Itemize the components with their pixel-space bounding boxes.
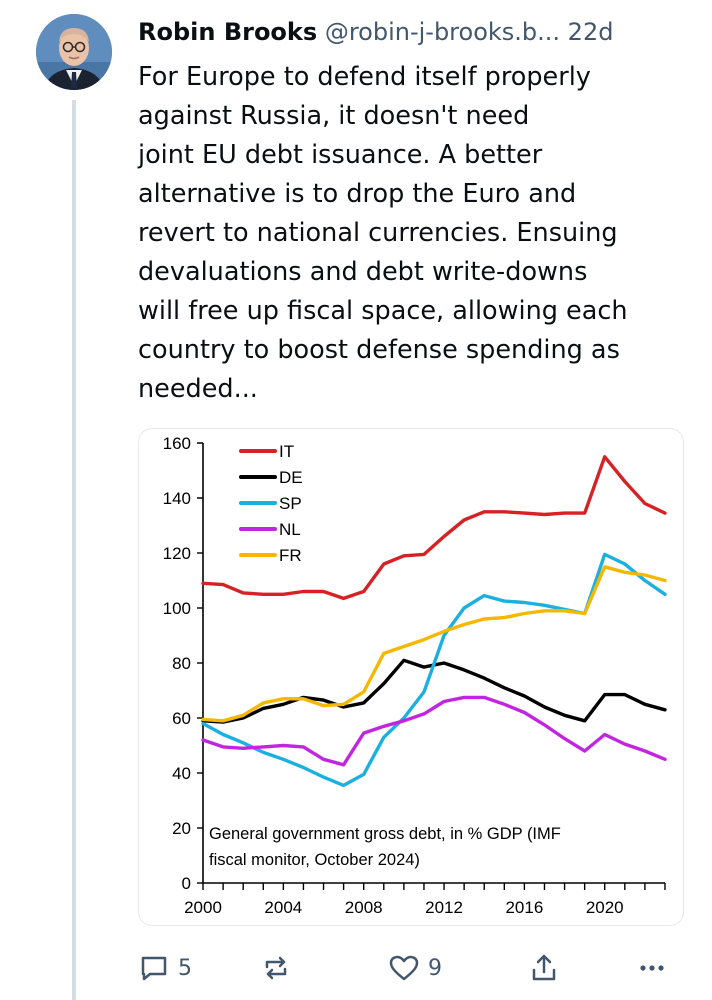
post-text: For Europe to defend itself properly aga… [138,62,628,404]
chart-image[interactable]: 0 20 40 60 80 100 120 140 160 2000 2004 2008 2012 201… [138,428,684,926]
series-line-it [201,455,667,601]
x-tick-label: 2000 [184,898,222,917]
legend-label-nl: NL [279,520,301,539]
reply-count: 5 [178,955,192,981]
series-line-fr [201,565,667,723]
y-tick-label: 40 [172,764,191,783]
more-button[interactable] [636,948,668,988]
legend-label-de: DE [279,468,303,487]
avatar[interactable] [36,14,112,90]
like-count: 9 [428,955,442,981]
x-tick-label: 2020 [586,898,624,917]
heart-icon [389,955,419,981]
legend-label-sp: SP [279,494,302,513]
y-tick-label: 20 [172,819,191,838]
x-tick-label: 2008 [345,898,383,917]
share-icon [532,954,556,981]
author-handle[interactable]: @robin-j-brooks.b... [324,18,561,46]
legend-label-fr: FR [279,546,302,565]
chart-annotation: General government gross debt, in % GDP … [209,825,561,843]
y-tick-label: 140 [163,489,191,508]
series-line-nl [201,695,667,767]
like-button[interactable]: 9 [388,948,442,988]
repost-button[interactable] [260,948,292,988]
y-tick-label: 60 [172,709,191,728]
post-header: Robin Brooks @robin-j-brooks.b... 22d [138,16,692,48]
legend-label-it: IT [279,442,294,461]
y-tick-label: 120 [163,544,191,563]
x-tick-label: 2016 [505,898,543,917]
action-bar: 5 9 [138,948,698,988]
series-line-de [201,658,667,724]
thread-line [72,100,76,1000]
share-button[interactable] [528,948,560,988]
x-tick-label: 2012 [425,898,463,917]
reply-button[interactable]: 5 [138,948,192,988]
reply-icon [141,956,167,981]
post-time[interactable]: 22d [567,18,614,46]
author-name[interactable]: Robin Brooks [138,18,318,46]
y-tick-label: 0 [182,874,191,893]
debt-line-chart: 0 20 40 60 80 100 120 140 160 2000 2004 2008 2012 201… [163,434,667,917]
x-tick-label: 2004 [264,898,302,917]
more-icon [640,965,664,971]
avatar-image [36,14,112,90]
repost-icon [265,956,287,980]
y-tick-label: 100 [163,599,191,618]
y-tick-label: 80 [172,654,191,673]
chart-annotation: fiscal monitor, October 2024) [209,851,420,869]
y-tick-label: 160 [163,434,191,453]
